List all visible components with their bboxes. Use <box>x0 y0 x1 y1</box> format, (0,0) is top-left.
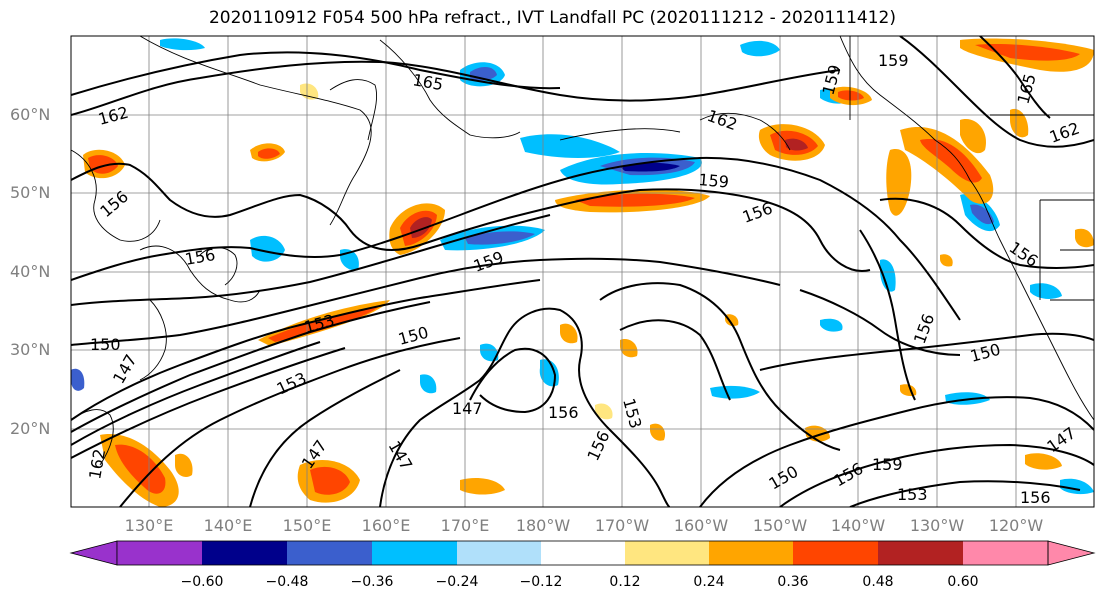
lon-label: 170°E <box>440 516 490 535</box>
contour-label: 147 <box>452 399 483 418</box>
shaded-anomalies <box>71 38 1094 507</box>
contour-label: 159 <box>878 51 909 70</box>
colorbar-tick-label: −0.60 <box>180 574 224 590</box>
colorbar <box>69 540 1096 566</box>
contour-label: 159 <box>872 455 903 474</box>
lat-label: 60°N <box>10 105 51 124</box>
colorbar-segment <box>457 541 541 565</box>
lat-label: 50°N <box>10 183 51 202</box>
lon-label: 120°W <box>988 516 1044 535</box>
colorbar-segment <box>878 541 963 565</box>
colorbar-tick-label: 0.48 <box>862 574 894 590</box>
colorbar-extend-low <box>69 540 118 566</box>
contour-label: 150 <box>90 335 121 354</box>
colorbar-segment <box>541 541 625 565</box>
map-title: 2020110912 F054 500 hPa refract., IVT La… <box>208 8 896 28</box>
colorbar-tick-label: −0.36 <box>350 574 394 590</box>
lat-lon-grid <box>71 36 1094 507</box>
lon-label: 140°E <box>203 516 253 535</box>
colorbar-tick-label: 0.60 <box>947 574 979 590</box>
colorbar-segment <box>963 541 1048 565</box>
map-plot-area: 165 162 162 159 156 159 159 156 156 153 … <box>71 36 1094 507</box>
colorbar-tick-label: 0.36 <box>777 574 809 590</box>
colorbar-segment <box>709 541 793 565</box>
contour-label: 159 <box>698 170 730 192</box>
colorbar-extend-high <box>1047 540 1096 566</box>
contour-label: 156 <box>548 403 579 422</box>
lon-label: 160°W <box>673 516 729 535</box>
lon-label: 130°W <box>909 516 965 535</box>
height-contours <box>71 36 1094 507</box>
colorbar-tick-label: −0.48 <box>265 574 309 590</box>
lon-label: 150°W <box>752 516 808 535</box>
colorbar-segment <box>372 541 457 565</box>
colorbar-segment <box>117 541 202 565</box>
lon-label: 130°E <box>124 516 174 535</box>
lon-label: 150°E <box>282 516 332 535</box>
contour-label: 156 <box>1020 488 1051 507</box>
lat-label: 20°N <box>10 419 51 438</box>
lon-label: 160°E <box>361 516 411 535</box>
colorbar-segment <box>202 541 287 565</box>
contour-label: 153 <box>897 485 928 504</box>
colorbar-tick-label: 0.12 <box>609 574 641 590</box>
lat-label: 40°N <box>10 262 51 281</box>
colorbar-segment <box>625 541 709 565</box>
colorbar-tick-label: 0.24 <box>693 574 725 590</box>
lon-label: 180°W <box>515 516 571 535</box>
map-frame <box>70 35 1095 508</box>
colorbar-segment <box>287 541 372 565</box>
colorbar-segment <box>793 541 878 565</box>
lat-label: 30°N <box>10 340 51 359</box>
colorbar-tick-label: −0.12 <box>519 574 563 590</box>
lon-label: 170°W <box>594 516 650 535</box>
lon-label: 140°W <box>830 516 886 535</box>
colorbar-tick-label: −0.24 <box>435 574 479 590</box>
